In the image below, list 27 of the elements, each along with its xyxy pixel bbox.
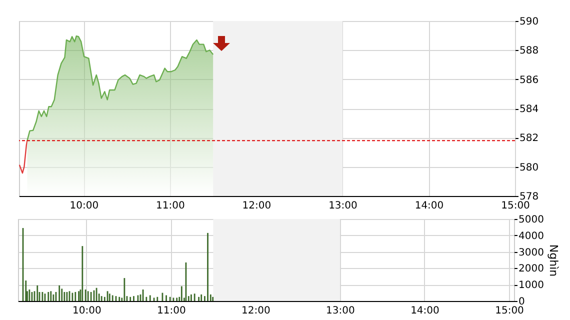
x-tick-label: 11:00 bbox=[156, 200, 185, 212]
x-tick-label: 12:00 bbox=[242, 306, 270, 316]
x-tick-label: 12:00 bbox=[242, 200, 272, 212]
y-tick-label: 0 bbox=[518, 296, 525, 308]
y-tick-label: 580 bbox=[520, 162, 539, 174]
y-tick-label: 3000 bbox=[518, 247, 544, 258]
y-tick-label: 5000 bbox=[518, 214, 544, 226]
line-series bbox=[19, 140, 28, 174]
x-tick-label: 15:00 bbox=[501, 200, 530, 212]
y-tick-label: 582 bbox=[520, 133, 539, 144]
x-tick-label: 14:00 bbox=[410, 306, 440, 316]
x-tick-label: 11:00 bbox=[157, 306, 186, 316]
y-tick-label: 578 bbox=[520, 192, 539, 202]
y-axis-title: Nghìn bbox=[546, 244, 560, 277]
y-tick-label: 1000 bbox=[518, 280, 544, 292]
x-tick-label: 10:00 bbox=[70, 200, 99, 212]
y-tick-label: 586 bbox=[520, 74, 539, 86]
x-tick-label: 15:00 bbox=[495, 306, 524, 316]
y-tick-label: 588 bbox=[520, 46, 539, 57]
x-tick-label: 13:00 bbox=[326, 306, 355, 316]
y-tick-label: 584 bbox=[520, 104, 539, 115]
y-tick-label: 4000 bbox=[518, 230, 544, 242]
x-tick-label: 13:00 bbox=[328, 200, 358, 212]
y-tick-label: 590 bbox=[520, 16, 539, 28]
x-tick-label: 10:00 bbox=[72, 306, 102, 316]
x-tick-label: 14:00 bbox=[414, 200, 444, 212]
y-tick-label: 2000 bbox=[518, 264, 544, 275]
